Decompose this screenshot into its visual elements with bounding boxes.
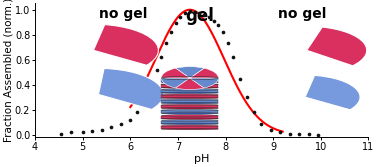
Ellipse shape — [161, 108, 218, 109]
Point — [196, 12, 202, 15]
Point — [268, 128, 274, 131]
FancyBboxPatch shape — [161, 90, 218, 93]
Point — [215, 23, 222, 26]
Point — [144, 93, 150, 96]
Text: no gel: no gel — [99, 8, 148, 22]
Point — [201, 13, 207, 16]
Point — [220, 31, 226, 34]
FancyBboxPatch shape — [161, 105, 218, 108]
Point — [135, 111, 141, 114]
Ellipse shape — [161, 113, 218, 114]
Point — [153, 68, 160, 71]
Point — [277, 131, 284, 134]
Point — [168, 31, 174, 34]
Point — [118, 122, 124, 125]
Point — [306, 133, 312, 136]
Ellipse shape — [161, 123, 218, 125]
FancyBboxPatch shape — [161, 121, 218, 124]
Ellipse shape — [161, 128, 218, 130]
Ellipse shape — [161, 104, 218, 106]
FancyBboxPatch shape — [161, 126, 218, 129]
Ellipse shape — [161, 118, 218, 119]
FancyBboxPatch shape — [161, 95, 218, 98]
Point — [99, 128, 105, 131]
Point — [296, 133, 302, 135]
Ellipse shape — [161, 115, 218, 116]
Point — [89, 130, 95, 132]
Point — [225, 42, 231, 45]
Point — [158, 56, 164, 59]
Y-axis label: Fraction Assembled (norm.): Fraction Assembled (norm.) — [3, 0, 14, 142]
Point — [230, 56, 236, 59]
Ellipse shape — [161, 99, 218, 101]
Wedge shape — [161, 78, 190, 88]
Point — [58, 132, 64, 135]
Ellipse shape — [161, 89, 218, 90]
X-axis label: pH: pH — [194, 153, 209, 163]
Ellipse shape — [161, 110, 218, 111]
Point — [163, 42, 169, 45]
Point — [182, 12, 188, 15]
Point — [237, 77, 243, 80]
Wedge shape — [175, 78, 204, 90]
FancyBboxPatch shape — [161, 79, 218, 82]
Wedge shape — [190, 68, 218, 78]
FancyBboxPatch shape — [161, 100, 218, 103]
Ellipse shape — [161, 82, 218, 83]
Wedge shape — [93, 25, 158, 65]
Point — [187, 10, 193, 12]
FancyBboxPatch shape — [161, 116, 218, 119]
Text: gel: gel — [186, 8, 215, 26]
Point — [192, 11, 198, 14]
Ellipse shape — [161, 120, 218, 121]
Ellipse shape — [161, 92, 218, 94]
Point — [315, 133, 321, 136]
Wedge shape — [305, 75, 360, 110]
Point — [172, 22, 178, 25]
Wedge shape — [307, 27, 367, 66]
Point — [177, 16, 183, 19]
Wedge shape — [98, 68, 163, 109]
FancyBboxPatch shape — [161, 85, 218, 88]
Point — [244, 96, 250, 99]
Text: no gel: no gel — [277, 8, 326, 22]
Wedge shape — [161, 68, 190, 78]
Ellipse shape — [161, 97, 218, 99]
Point — [258, 122, 264, 125]
Ellipse shape — [161, 87, 218, 88]
Ellipse shape — [161, 125, 218, 127]
Point — [251, 111, 257, 114]
Ellipse shape — [161, 102, 218, 104]
Ellipse shape — [161, 84, 218, 85]
Wedge shape — [190, 78, 218, 88]
Point — [108, 126, 114, 129]
Point — [206, 16, 212, 19]
Point — [127, 118, 133, 121]
Point — [80, 131, 86, 134]
Point — [68, 131, 74, 134]
Point — [287, 132, 293, 135]
Ellipse shape — [161, 94, 218, 96]
FancyBboxPatch shape — [161, 110, 218, 113]
Wedge shape — [175, 67, 204, 78]
Ellipse shape — [161, 78, 218, 80]
Point — [139, 102, 145, 105]
Point — [211, 20, 217, 22]
Point — [149, 84, 155, 86]
